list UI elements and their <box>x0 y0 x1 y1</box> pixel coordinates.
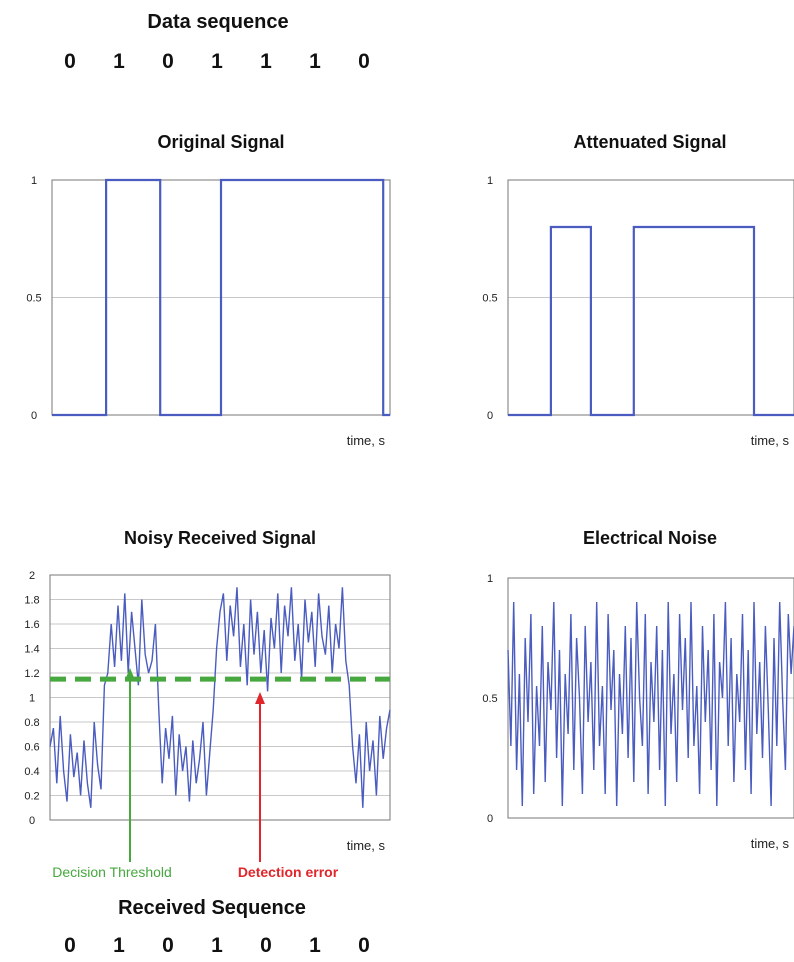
received-sequence-bits: 0 1 0 1 0 1 0 <box>64 934 370 957</box>
original-signal-chart: Original Signal 0 0.5 1 time, s <box>26 132 391 448</box>
attenuated-signal-chart: Attenuated Signal 0 0.5 1 time, s <box>482 132 794 448</box>
electrical-noise-chart: Electrical Noise 0 0.5 1 time, s <box>482 528 794 851</box>
x-axis-label: time, s <box>347 838 386 853</box>
y-tick-label: 0.5 <box>26 293 41 305</box>
noisy-received-signal-chart: Noisy Received Signal 0 0.2 0.4 0.6 0.8 1 1.2 1.… <box>24 528 391 853</box>
y-tick-label: 1.6 <box>24 619 39 631</box>
data-bit-1: 1 <box>113 50 125 73</box>
y-tick-label: 0.8 <box>24 717 39 729</box>
data-bit-0: 0 <box>64 50 76 73</box>
decision-threshold-label: Decision Threshold <box>52 864 172 880</box>
x-axis-label: time, s <box>751 433 790 448</box>
received-sequence-title: Received Sequence <box>118 897 306 919</box>
y-tick-label: 0.6 <box>24 742 39 754</box>
data-bit-6: 0 <box>358 50 370 73</box>
y-tick-label: 1 <box>29 693 35 705</box>
detection-error-label: Detection error <box>238 864 339 880</box>
signal-series-line <box>508 225 794 417</box>
chart-title: Original Signal <box>157 132 284 152</box>
data-bit-2: 0 <box>162 50 174 73</box>
received-bit-1: 1 <box>113 934 125 957</box>
y-tick-label: 0.5 <box>482 693 497 705</box>
y-tick-label: 2 <box>29 570 35 582</box>
received-bit-0: 0 <box>64 934 76 957</box>
y-tick-label: 1 <box>487 573 493 585</box>
signal-series-line <box>507 601 794 807</box>
chart-title: Electrical Noise <box>583 528 717 548</box>
y-tick-label: 1.2 <box>24 668 39 680</box>
y-tick-label: 0.5 <box>482 293 497 305</box>
received-bit-5: 1 <box>309 934 321 957</box>
y-tick-label: 0 <box>31 410 37 422</box>
threshold-arrow-head <box>125 668 135 680</box>
received-bit-2: 0 <box>162 934 174 957</box>
y-tick-label: 1 <box>487 175 493 187</box>
y-tick-label: 1.4 <box>24 644 39 656</box>
y-tick-label: 0.4 <box>24 766 39 778</box>
error-arrow-head <box>255 692 265 704</box>
data-sequence-bits: 0 1 0 1 1 1 0 <box>64 50 370 73</box>
chart-title: Noisy Received Signal <box>124 528 316 548</box>
y-tick-label: 0 <box>487 813 493 825</box>
plot-frame <box>507 577 794 819</box>
y-tick-label: 0 <box>487 410 493 422</box>
plot-frame <box>507 179 794 416</box>
signal-series-line <box>52 178 390 417</box>
error-annotation: Detection error <box>238 692 339 880</box>
received-bit-3: 1 <box>211 934 223 957</box>
threshold-annotation: Decision Threshold <box>52 668 172 880</box>
x-axis-label: time, s <box>347 433 386 448</box>
data-bit-3: 1 <box>211 50 223 73</box>
received-bit-4: 0 <box>260 934 272 957</box>
y-tick-label: 1 <box>31 175 37 187</box>
data-bit-4: 1 <box>260 50 272 73</box>
plot-frame <box>49 574 391 821</box>
chart-title: Attenuated Signal <box>573 132 726 152</box>
data-sequence-title: Data sequence <box>147 11 288 33</box>
y-tick-label: 1.8 <box>24 595 39 607</box>
x-axis-label: time, s <box>751 836 790 851</box>
y-tick-label: 0 <box>29 815 35 827</box>
received-bit-6: 0 <box>358 934 370 957</box>
y-tick-label: 0.2 <box>24 791 39 803</box>
data-bit-5: 1 <box>309 50 321 73</box>
